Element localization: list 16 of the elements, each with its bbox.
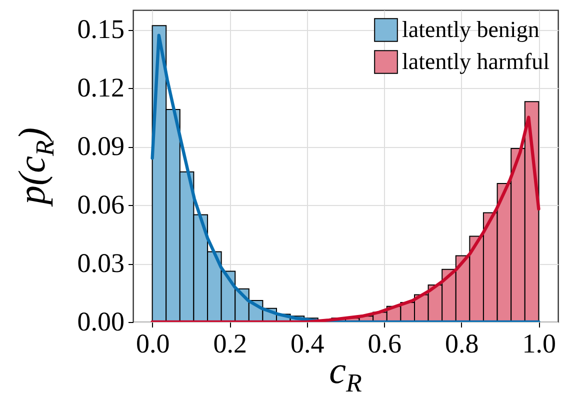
line-series — [150, 116, 540, 322]
x-tick-label: 0.8 — [445, 328, 479, 358]
y-tick-label: 0.00 — [77, 306, 124, 336]
x-tick-label: 0.0 — [136, 328, 170, 358]
x-axis-title: c$_{R}$ — [329, 350, 362, 398]
y-tick-label: 0.06 — [77, 190, 124, 220]
x-tick-label: 0.6 — [368, 328, 402, 358]
legend-label: latently harmful — [402, 49, 550, 74]
y-tick-label: 0.03 — [77, 248, 124, 278]
y-tick-label: 0.09 — [77, 131, 124, 161]
y-tick-label: 0.15 — [77, 14, 124, 44]
x-tick-label: 0.2 — [213, 328, 247, 358]
y-tick-label: 0.12 — [77, 72, 124, 102]
x-tick-label: 0.4 — [290, 328, 325, 358]
legend-label: latently benign — [402, 17, 540, 42]
x-tick-label: 1.0 — [522, 328, 556, 358]
